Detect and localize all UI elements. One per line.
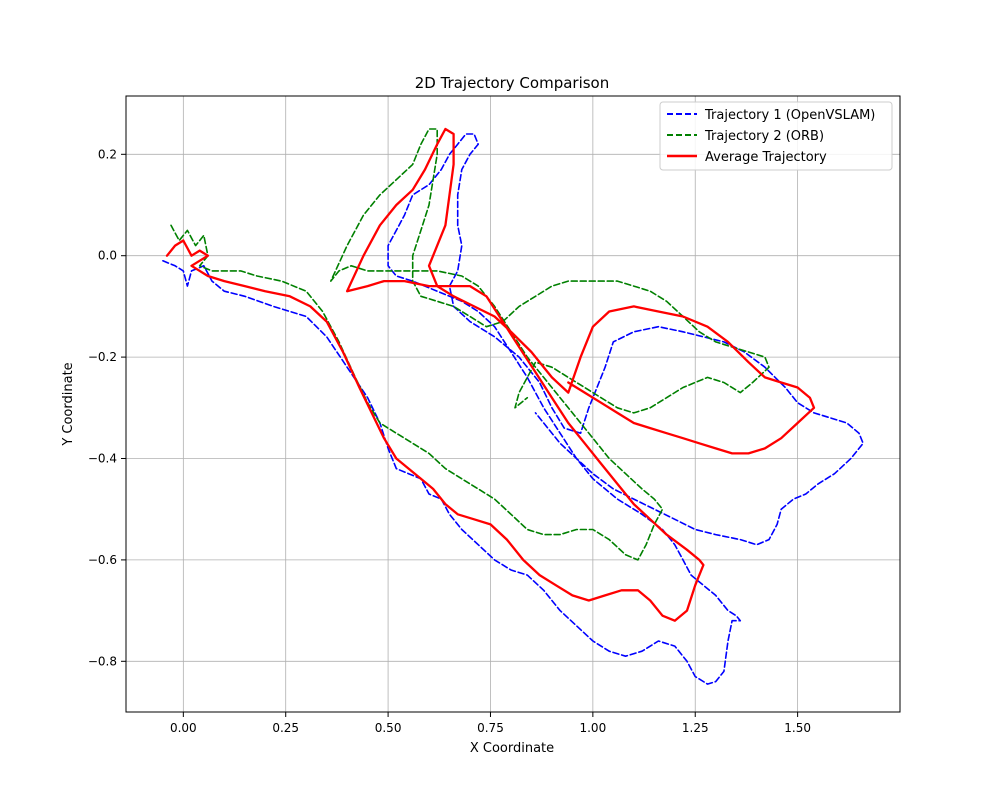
y-axis-label: Y Coordinate bbox=[61, 362, 76, 446]
x-tick-label: 1.25 bbox=[682, 721, 709, 735]
x-axis-label: X Coordinate bbox=[470, 741, 554, 756]
legend-label-average: Average Trajectory bbox=[705, 150, 827, 165]
series-line-orb bbox=[170, 128, 770, 561]
plot-area-frame bbox=[125, 95, 901, 713]
ticks-layer: 0.00 0.25 0.50 0.75 1.00 1.25 1.50 0.2 0.0 −0.2 −0… bbox=[88, 147, 811, 735]
legend-box bbox=[659, 101, 893, 171]
y-tick-label: −0.6 bbox=[88, 553, 117, 567]
x-tick-label: 0.75 bbox=[477, 721, 504, 735]
x-tick-label: 1.50 bbox=[784, 721, 811, 735]
series-line-average bbox=[165, 127, 816, 622]
y-tick-label: −0.8 bbox=[88, 654, 117, 668]
y-tick-label: −0.2 bbox=[88, 350, 117, 364]
x-tick-label: 0.25 bbox=[272, 721, 299, 735]
legend: Trajectory 1 (OpenVSLAM) Trajectory 2 (O… bbox=[659, 101, 893, 171]
x-tick-label: 0.50 bbox=[375, 721, 402, 735]
y-tick-label: −0.4 bbox=[88, 452, 117, 466]
legend-label-orb: Trajectory 2 (ORB) bbox=[704, 129, 824, 144]
x-tick-label: 0.00 bbox=[170, 721, 197, 735]
grid-layer bbox=[126, 96, 900, 712]
chart-title: 2D Trajectory Comparison bbox=[415, 74, 610, 92]
x-tick-label: 1.00 bbox=[579, 721, 606, 735]
y-tick-label: 0.0 bbox=[98, 249, 117, 263]
legend-label-openvslam: Trajectory 1 (OpenVSLAM) bbox=[704, 108, 875, 123]
plot-data-group bbox=[162, 127, 864, 685]
y-tick-label: 0.2 bbox=[98, 147, 117, 161]
